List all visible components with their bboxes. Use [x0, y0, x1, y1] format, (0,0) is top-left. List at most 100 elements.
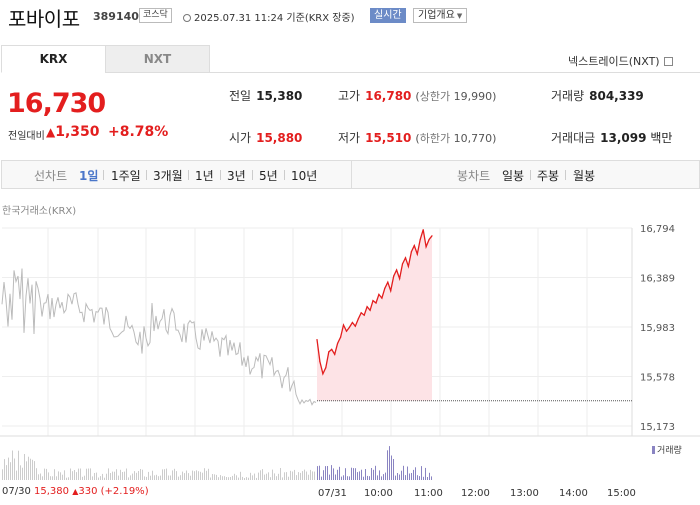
volume-bar	[102, 473, 103, 480]
volume-bar	[429, 472, 430, 480]
period-3m[interactable]: 3개월	[153, 169, 183, 183]
volume-bar	[40, 473, 41, 480]
candle-weekly[interactable]: 주봉	[537, 169, 560, 183]
volume-bar	[96, 472, 97, 480]
period-3y[interactable]: 3년	[227, 169, 246, 183]
candle-daily[interactable]: 일봉	[502, 169, 525, 183]
volume-bar	[373, 469, 374, 480]
volume-bar	[379, 470, 380, 480]
price-point	[381, 297, 383, 299]
volume-bar	[132, 473, 133, 480]
stat-high-value: 16,780	[365, 89, 412, 103]
volume-bar	[182, 471, 183, 480]
volume-bar	[319, 465, 320, 480]
separator	[103, 170, 104, 180]
period-1d[interactable]: 1일	[79, 169, 99, 183]
volume-bar	[246, 477, 247, 480]
price-point	[334, 353, 336, 355]
prev-session-line	[1, 268, 317, 406]
volume-bar	[417, 475, 418, 480]
volume-bar	[114, 471, 115, 480]
x-tick-label: 10:00	[364, 488, 393, 499]
tab-nxt[interactable]: NXT	[105, 45, 210, 73]
volume-bar	[371, 468, 372, 480]
company-overview-button[interactable]: 기업개요 ▼	[413, 8, 468, 23]
price-point	[348, 326, 350, 328]
volume-bar	[258, 472, 259, 480]
price-point	[369, 309, 371, 311]
volume-bar	[158, 476, 159, 480]
volume-bar	[112, 471, 113, 480]
volume-bar	[240, 471, 241, 480]
volume-bar	[128, 477, 129, 480]
volume-bar	[337, 469, 338, 480]
price-point	[419, 238, 421, 241]
volume-bar	[274, 473, 275, 480]
nextrade-link[interactable]: 넥스트레이드(NXT)	[568, 53, 673, 69]
volume-bar	[212, 474, 213, 480]
chevron-down-icon: ▼	[456, 12, 463, 20]
volume-bar	[86, 468, 87, 480]
period-1y[interactable]: 1년	[195, 169, 214, 183]
up-triangle-icon: ▲	[72, 487, 79, 496]
volume-bar	[122, 472, 123, 480]
volume-bar	[60, 472, 61, 480]
volume-bar	[44, 468, 45, 480]
volume-bar	[329, 474, 330, 480]
volume-bar	[136, 472, 137, 480]
current-price: 16,730	[7, 88, 106, 119]
stat-volume-value: 804,339	[589, 89, 644, 103]
stat-low-value: 15,510	[365, 131, 412, 145]
volume-bar	[321, 476, 322, 480]
x-tick-label: 15:00	[607, 488, 636, 499]
quote-time-text: 2025.07.31 11:24 기준(KRX 장중)	[194, 13, 355, 24]
price-line	[316, 229, 433, 376]
volume-bar	[351, 467, 352, 480]
volume-bar	[286, 472, 287, 480]
volume-bar	[393, 459, 394, 480]
volume-bar	[126, 468, 127, 480]
volume-bar	[327, 466, 328, 480]
tab-krx[interactable]: KRX	[1, 45, 106, 73]
volume-bar	[403, 465, 404, 480]
stat-amount: 거래대금 13,099 백만	[551, 129, 672, 146]
price-point	[416, 253, 418, 255]
volume-bar	[256, 477, 257, 480]
volume-bar	[70, 468, 71, 480]
price-point	[384, 287, 386, 289]
volume-bar	[10, 462, 11, 480]
volume-bar	[304, 469, 305, 480]
stat-lower-label: 하한가	[419, 132, 451, 145]
period-5y[interactable]: 5년	[259, 169, 278, 183]
volume-bar	[369, 476, 370, 480]
volume-bar	[272, 469, 273, 480]
volume-bar	[306, 471, 307, 480]
volume-bar	[28, 456, 29, 480]
volume-bar	[198, 471, 199, 480]
volume-bar	[397, 473, 398, 480]
candle-monthly[interactable]: 월봉	[573, 169, 596, 183]
x-tick-label: 13:00	[510, 488, 539, 499]
volume-bar	[20, 465, 21, 480]
volume-bar	[148, 471, 149, 480]
price-point	[342, 324, 345, 326]
period-10y[interactable]: 10년	[291, 169, 318, 183]
up-triangle-icon: ▲	[46, 125, 56, 139]
volume-bar	[226, 477, 227, 480]
volume-bar	[202, 472, 203, 480]
prev-session-summary: 07/30 15,380 ▲330 (+2.19%)	[2, 486, 149, 497]
volume-bar	[72, 471, 73, 480]
volume-bar	[108, 468, 109, 480]
volume-bar	[48, 472, 49, 480]
volume-bar	[343, 475, 344, 480]
volume-bar	[50, 476, 51, 480]
period-1w[interactable]: 1주일	[111, 169, 141, 183]
realtime-button[interactable]: 실시간	[370, 8, 406, 23]
volume-bar	[302, 471, 303, 480]
volume-bar	[22, 467, 23, 480]
volume-legend-label: 거래량	[657, 446, 682, 456]
volume-bar	[292, 471, 293, 480]
volume-bar	[270, 477, 271, 480]
volume-bar	[377, 475, 378, 480]
